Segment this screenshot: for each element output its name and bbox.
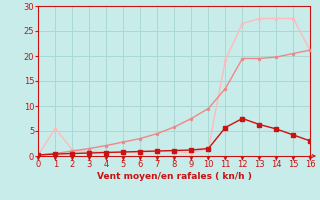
X-axis label: Vent moyen/en rafales ( kn/h ): Vent moyen/en rafales ( kn/h ) bbox=[97, 172, 252, 181]
